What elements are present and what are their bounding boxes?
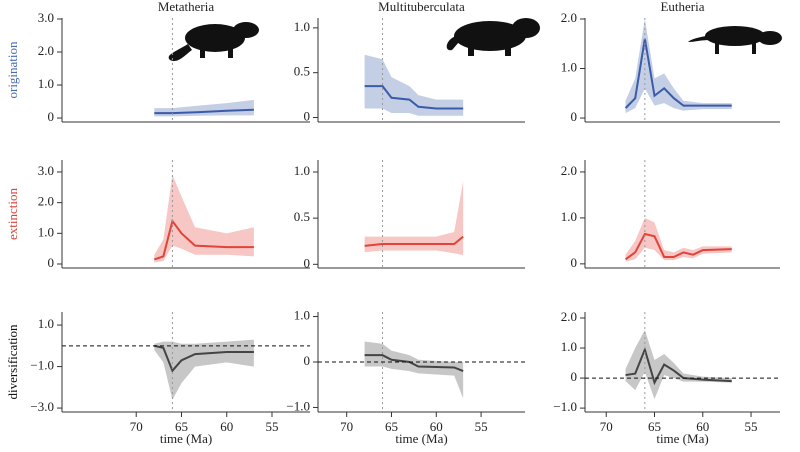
y-tick-label: 2.0: [38, 43, 54, 58]
x-tick-label: 55: [745, 419, 758, 434]
y-tick-label: 1.0: [38, 224, 54, 239]
x-tick-label: 60: [696, 419, 709, 434]
y-tick-label: −1.0: [553, 399, 577, 414]
y-tick-label: 0: [48, 109, 55, 124]
rate-line: [154, 218, 254, 261]
y-tick-label: 1.0: [561, 209, 577, 224]
rate-line: [364, 85, 464, 110]
y-tick-label: 0: [304, 109, 311, 124]
rate-line: [624, 38, 732, 109]
silhouette-eutherian: [688, 26, 782, 54]
y-tick-label: 1.0: [561, 59, 577, 74]
x-tick-label: 65: [385, 419, 398, 434]
x-axis-label: time (Ma): [160, 431, 212, 446]
y-tick-label: 1.0: [38, 76, 54, 91]
x-tick-label: 70: [340, 419, 353, 434]
y-tick-label: 0.5: [294, 209, 310, 224]
uncertainty-band: [364, 54, 464, 116]
x-axis-label: time (Ma): [656, 431, 708, 446]
y-tick-label: 1.0: [294, 19, 310, 34]
uncertainty-band: [154, 175, 254, 263]
y-tick-label: 1.0: [38, 316, 54, 331]
silhouette-opossum: [168, 22, 259, 61]
y-tick-label: 2.0: [561, 10, 577, 25]
y-tick-label: 3.0: [38, 163, 54, 178]
y-tick-label: 0: [571, 255, 578, 270]
x-tick-label: 55: [265, 419, 278, 434]
uncertainty-band: [625, 18, 732, 114]
y-tick-label: 1.0: [561, 339, 577, 354]
x-tick-label: 55: [475, 419, 488, 434]
rate-line: [154, 108, 254, 115]
uncertainty-band: [364, 341, 464, 399]
x-axis-label: time (Ma): [395, 431, 447, 446]
rate-line: [154, 344, 254, 373]
panel-title: Eutheria: [660, 0, 704, 14]
y-tick-label: 2.0: [561, 309, 577, 324]
y-axis-label: extinction: [5, 188, 20, 240]
y-tick-label: 0: [571, 109, 578, 124]
rate-line: [624, 232, 732, 261]
y-tick-label: 2.0: [38, 194, 54, 209]
y-tick-label: 0.5: [294, 64, 310, 79]
y-axis-label: diversification: [5, 324, 20, 400]
y-tick-label: 0: [571, 369, 578, 384]
x-tick-label: 70: [130, 419, 143, 434]
uncertainty-band: [154, 339, 254, 400]
y-tick-label: 0: [304, 255, 311, 270]
panel-title: Metatheria: [158, 0, 215, 14]
x-tick-label: 65: [648, 419, 661, 434]
uncertainty-band: [625, 330, 732, 400]
y-tick-label: 3.0: [38, 10, 54, 25]
silhouette-multituberculate: [446, 18, 540, 56]
rate-line: [364, 235, 464, 247]
y-tick-label: −3.0: [30, 399, 54, 414]
y-tick-label: 1.0: [294, 308, 310, 323]
x-tick-label: 70: [600, 419, 613, 434]
y-tick-label: 0: [304, 353, 311, 368]
y-axis-label: origination: [5, 41, 20, 99]
x-tick-label: 65: [175, 419, 188, 434]
y-tick-label: 1.0: [294, 163, 310, 178]
uncertainty-band: [364, 181, 464, 256]
rate-line: [625, 346, 732, 386]
panel-title: Multituberculata: [378, 0, 465, 14]
y-tick-label: 2.0: [561, 163, 577, 178]
x-tick-label: 60: [220, 419, 233, 434]
y-tick-label: 0: [48, 255, 55, 270]
y-tick-label: −1.0: [286, 398, 310, 413]
y-tick-label: −1.0: [30, 358, 54, 373]
x-tick-label: 60: [430, 419, 443, 434]
